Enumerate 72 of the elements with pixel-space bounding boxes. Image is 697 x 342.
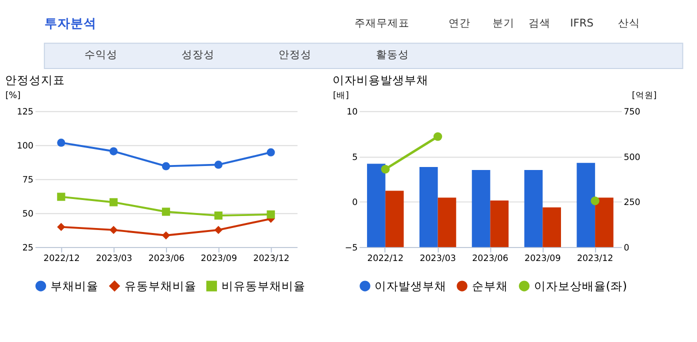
text: 투자분석 xyxy=(44,16,96,31)
y-tick-label: 0 xyxy=(352,198,358,208)
legend-label: 순부채 xyxy=(472,278,508,293)
y2-tick-label: 0 xyxy=(624,243,630,254)
y-axis-title: [%] xyxy=(5,91,20,102)
y2-tick-label: 750 xyxy=(624,108,640,118)
x-tick-label: 2023/06 xyxy=(472,254,508,264)
x-tick-label: 2023/09 xyxy=(200,254,238,264)
text: 주재무제표 xyxy=(354,16,410,30)
point xyxy=(266,148,275,156)
y-tick-label: 5 xyxy=(352,152,358,163)
point xyxy=(57,222,66,232)
legend-label: 유동부채비율 xyxy=(124,278,196,293)
text: 연간 xyxy=(448,16,470,30)
text: 분기 xyxy=(492,16,515,30)
bar xyxy=(367,164,386,248)
bar xyxy=(595,198,614,248)
y-tick-label: 100 xyxy=(16,142,34,152)
bar xyxy=(542,207,561,248)
legend-label: 이자보상배율(좌) xyxy=(534,278,627,293)
point xyxy=(214,160,222,169)
x-tick-label: 2023/12 xyxy=(253,254,290,264)
text: 안정성 xyxy=(278,48,312,61)
point xyxy=(162,208,170,216)
bar xyxy=(438,198,456,248)
point xyxy=(214,211,222,220)
legend-label: 부채비율 xyxy=(50,278,98,293)
y2-tick-label: 250 xyxy=(624,198,640,208)
x-tick-label: 2023/03 xyxy=(420,254,456,264)
chart-title: 이자비용발생부채 xyxy=(332,72,429,87)
point xyxy=(110,147,118,156)
y-axis-title: [배] xyxy=(333,91,349,102)
y-tick-label: 50 xyxy=(22,209,34,220)
y-tick-label: 10 xyxy=(346,108,358,118)
bar xyxy=(576,162,596,248)
text: IFRS xyxy=(570,16,594,30)
point xyxy=(266,210,275,219)
point xyxy=(381,164,390,174)
y-tick-label: 75 xyxy=(22,176,34,186)
y2-tick-label: 500 xyxy=(624,152,640,163)
point xyxy=(162,162,170,170)
point xyxy=(57,192,66,201)
x-tick-label: 2022/12 xyxy=(367,254,404,264)
bar xyxy=(385,190,404,248)
point xyxy=(57,138,66,147)
point xyxy=(162,231,170,240)
bar xyxy=(524,170,543,248)
point xyxy=(433,132,442,141)
point xyxy=(110,226,118,234)
text: 검색 xyxy=(528,16,550,30)
text: 산식 xyxy=(618,16,640,30)
y-tick-label: 25 xyxy=(22,243,34,254)
y2-axis-title: [억원] xyxy=(632,91,657,102)
bar xyxy=(419,166,438,248)
text: 수익성 xyxy=(84,48,118,61)
legend-label: 비유동부채비율 xyxy=(221,278,306,293)
x-tick-label: 2023/03 xyxy=(96,254,132,264)
x-tick-label: 2023/12 xyxy=(576,254,614,264)
text: 활동성 xyxy=(376,48,409,61)
text: 성장성 xyxy=(182,48,215,61)
x-tick-label: 2022/12 xyxy=(44,254,80,264)
bar xyxy=(490,200,509,248)
chart-title: 안정성지표 xyxy=(4,72,65,87)
bar xyxy=(472,170,490,248)
point xyxy=(590,196,600,206)
y-tick-label: 125 xyxy=(16,108,34,118)
legend-label: 이자발생부채 xyxy=(374,278,447,293)
point xyxy=(214,226,222,234)
x-tick-label: 2023/09 xyxy=(524,254,561,264)
y-tick-label: −5 xyxy=(344,243,358,254)
point xyxy=(110,198,118,206)
x-tick-label: 2023/06 xyxy=(148,254,185,264)
